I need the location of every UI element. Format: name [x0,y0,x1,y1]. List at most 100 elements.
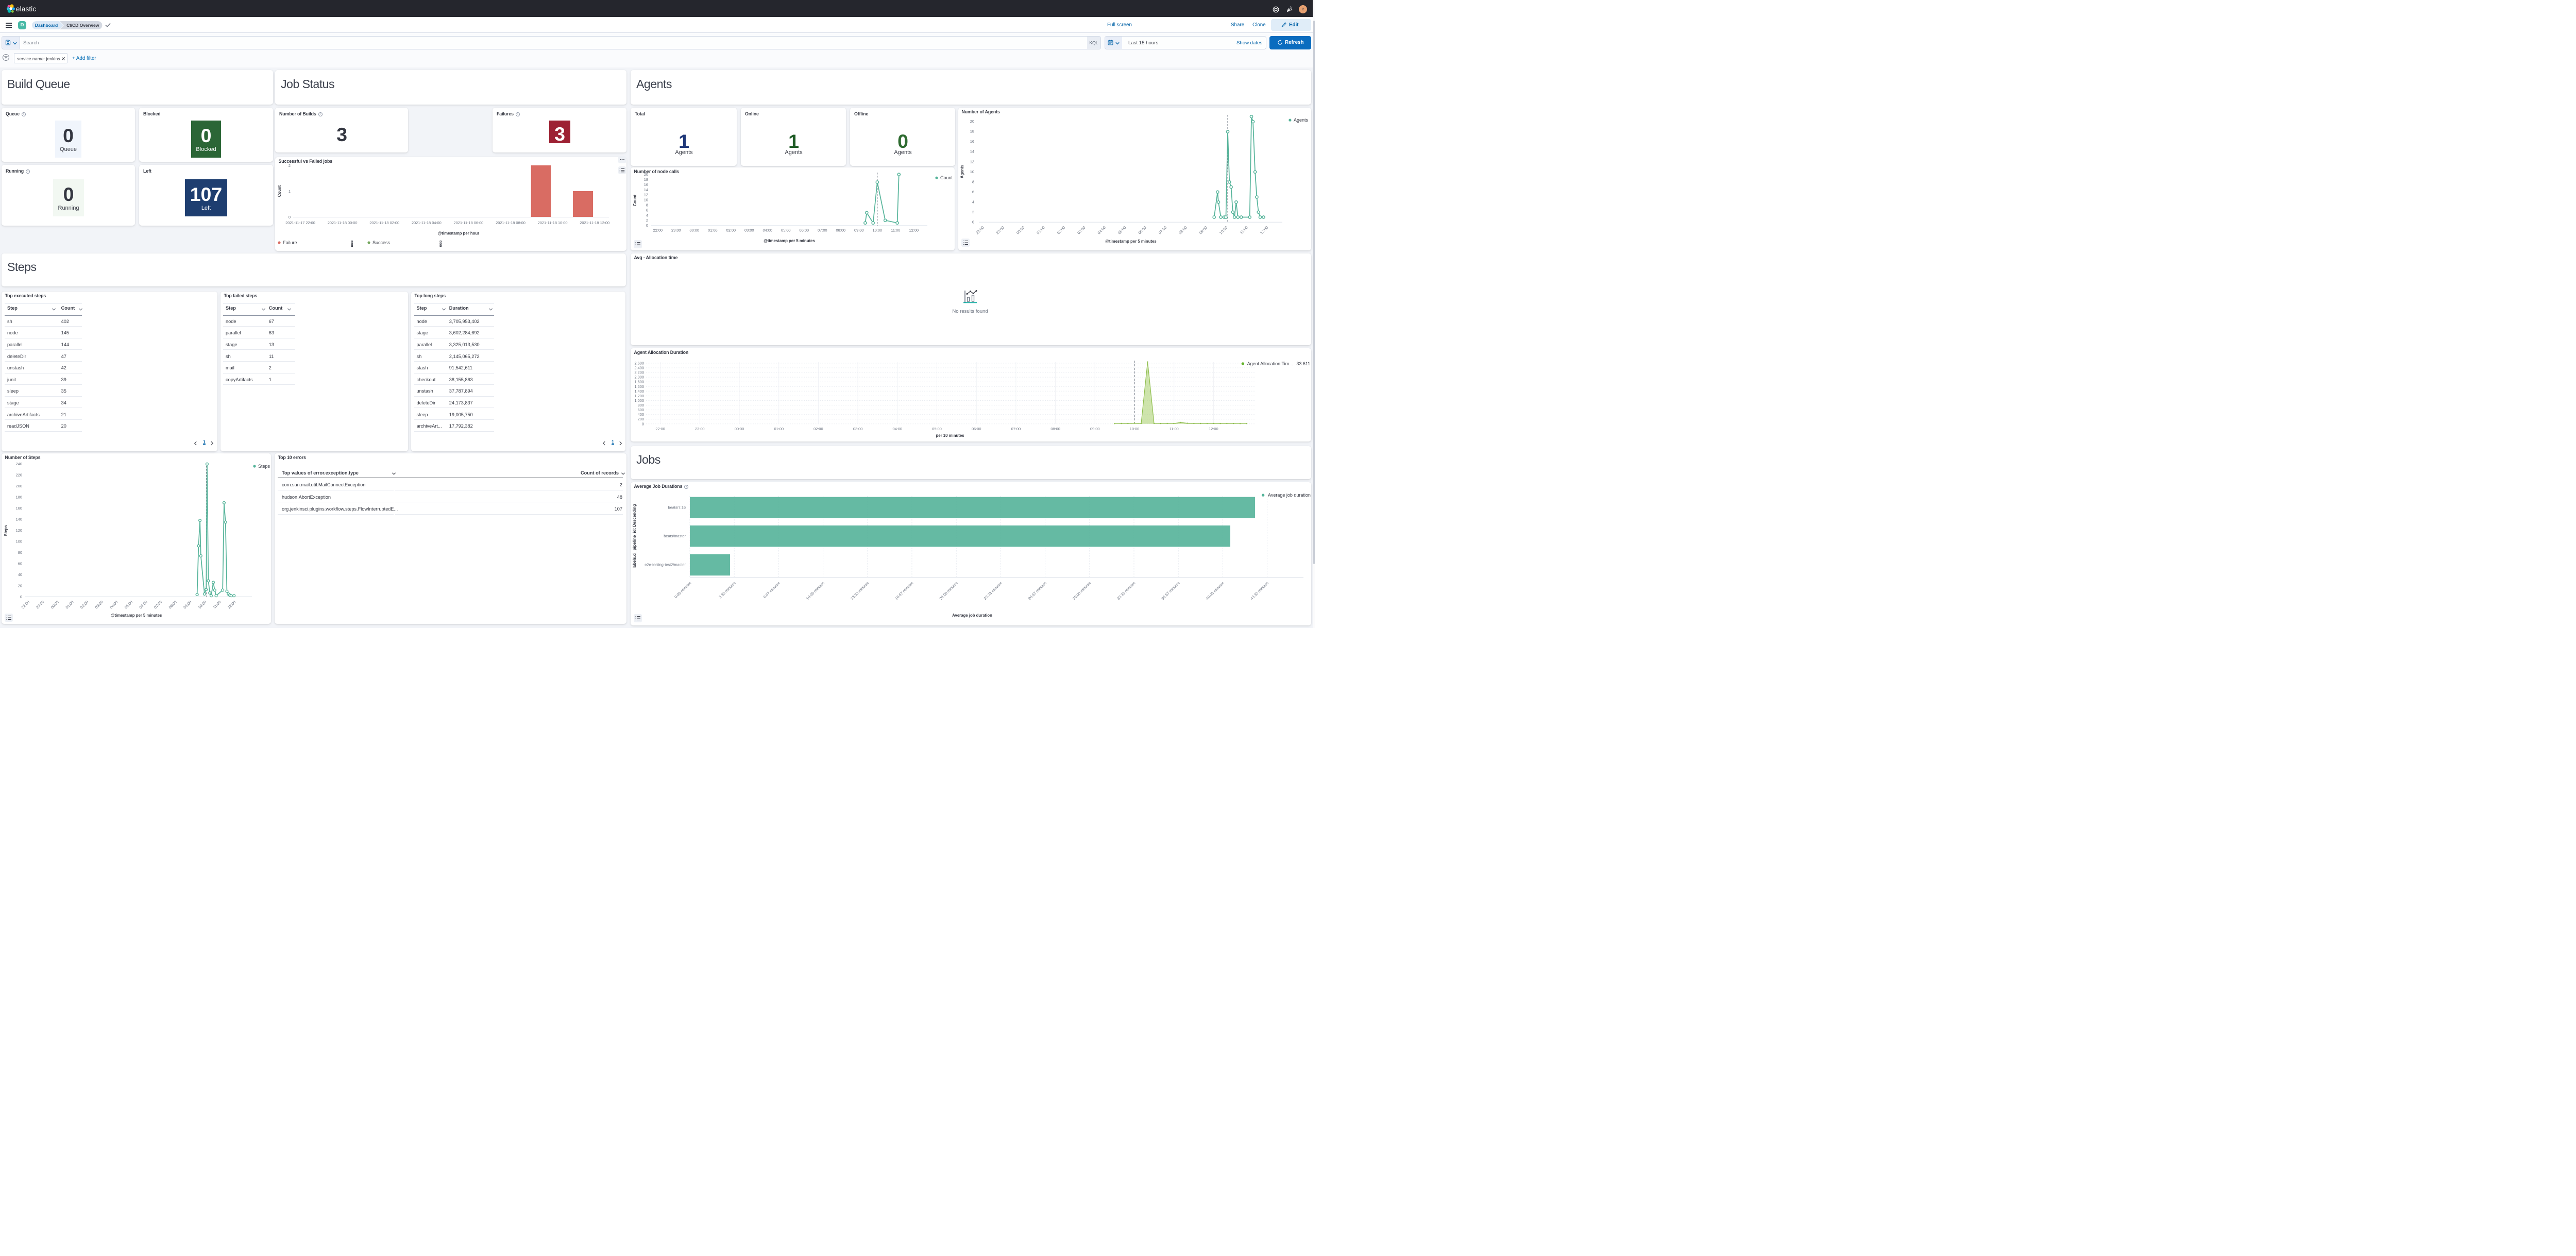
svg-text:Count: Count [940,175,953,180]
svg-text:04:00: 04:00 [893,427,903,431]
svg-text:10:00: 10:00 [197,600,207,609]
svg-text:04:00: 04:00 [1097,225,1107,235]
svg-text:14: 14 [970,149,974,154]
svg-text:6: 6 [646,208,648,212]
svg-text:Agents: Agents [1294,117,1309,123]
svg-text:07:00: 07:00 [1011,427,1021,431]
svg-text:00:00: 00:00 [690,228,700,233]
svg-text:80: 80 [18,550,22,555]
svg-text:36.67 minutes: 36.67 minutes [1160,581,1180,601]
svg-text:12: 12 [644,193,648,197]
svg-text:Agent Allocation Tim...: Agent Allocation Tim... [1247,361,1293,366]
svg-text:0: 0 [289,215,291,219]
svg-text:11:00: 11:00 [1239,225,1249,235]
svg-text:12:00: 12:00 [1259,225,1269,235]
svg-text:09:00: 09:00 [1198,225,1208,235]
svg-text:05:00: 05:00 [781,228,791,233]
svg-text:09:00: 09:00 [1090,427,1100,431]
svg-text:12:00: 12:00 [909,228,919,233]
svg-text:2021-11-18 00:00: 2021-11-18 00:00 [328,220,358,225]
svg-text:Agents: Agents [960,164,964,178]
svg-text:22:00: 22:00 [655,427,665,431]
svg-text:140: 140 [16,517,22,522]
svg-text:02:00: 02:00 [79,600,89,609]
svg-text:e2e-testing-test2/master: e2e-testing-test2/master [645,563,686,567]
svg-text:02:00: 02:00 [814,427,823,431]
svg-text:16: 16 [970,139,974,144]
svg-text:11:00: 11:00 [212,600,222,609]
svg-text:Count: Count [633,194,637,206]
svg-text:22:00: 22:00 [653,228,663,233]
svg-text:23.33 minutes: 23.33 minutes [983,581,1003,601]
svg-text:23:00: 23:00 [695,427,705,431]
svg-text:labels.ci_pipeline_id: Descend: labels.ci_pipeline_id: Descending [632,504,637,568]
svg-text:1,800: 1,800 [635,380,645,384]
svg-text:07:00: 07:00 [818,228,827,233]
svg-text:03:00: 03:00 [94,600,104,609]
svg-text:33.33 minutes: 33.33 minutes [1116,581,1136,601]
svg-text:2: 2 [972,210,974,214]
svg-text:40.00 minutes: 40.00 minutes [1205,581,1225,601]
svg-text:18: 18 [970,129,974,134]
svg-text:0: 0 [642,421,644,426]
svg-text:1,000: 1,000 [635,398,645,403]
svg-text:22:00: 22:00 [20,600,30,609]
svg-text:2: 2 [289,163,291,168]
svg-text:05:00: 05:00 [932,427,942,431]
svg-text:1: 1 [289,189,291,194]
svg-text:Average job duration: Average job duration [1268,493,1311,498]
svg-text:2,600: 2,600 [635,361,645,365]
svg-text:12:00: 12:00 [1209,427,1218,431]
svg-text:08:00: 08:00 [1050,427,1060,431]
svg-text:2021-11-18 02:00: 2021-11-18 02:00 [369,220,399,225]
svg-text:00:00: 00:00 [735,427,744,431]
svg-text:0: 0 [646,223,648,228]
svg-text:02:00: 02:00 [1056,225,1066,235]
svg-text:0: 0 [20,595,22,599]
svg-text:2021-11-18 06:00: 2021-11-18 06:00 [453,220,483,225]
svg-text:2021-11-18 10:00: 2021-11-18 10:00 [538,220,568,225]
svg-text:@timestamp per 5 minutes: @timestamp per 5 minutes [1105,239,1157,244]
svg-text:Failure: Failure [283,240,297,245]
svg-text:04:00: 04:00 [109,600,118,609]
svg-text:01:00: 01:00 [774,427,784,431]
svg-text:18: 18 [644,177,648,182]
svg-text:3.33 minutes: 3.33 minutes [718,581,737,600]
svg-text:200: 200 [16,484,22,488]
svg-text:03:00: 03:00 [744,228,754,233]
svg-text:20: 20 [644,172,648,177]
svg-text:2: 2 [646,218,648,223]
svg-text:01:00: 01:00 [64,600,74,609]
svg-text:00:00: 00:00 [1015,225,1025,235]
svg-text:22:00: 22:00 [975,225,985,235]
svg-text:0: 0 [972,219,974,224]
svg-text:6.67 minutes: 6.67 minutes [762,581,782,600]
svg-text:6: 6 [972,190,974,194]
svg-text:20.00 minutes: 20.00 minutes [938,581,958,601]
svg-text:600: 600 [638,408,644,412]
svg-text:2021-11-17 22:00: 2021-11-17 22:00 [285,220,315,225]
svg-text:07:00: 07:00 [153,600,163,609]
svg-text:13.33 minutes: 13.33 minutes [850,581,870,601]
svg-text:2021-11-18 08:00: 2021-11-18 08:00 [496,220,526,225]
svg-text:240: 240 [16,462,22,466]
svg-text:05:00: 05:00 [124,600,133,609]
svg-text:20: 20 [970,119,974,124]
svg-text:8: 8 [646,203,648,208]
svg-text:10: 10 [970,169,974,174]
svg-text:60: 60 [18,562,22,566]
svg-text:06:00: 06:00 [138,600,148,609]
svg-text:0.00 minutes: 0.00 minutes [673,581,692,600]
svg-text:1,600: 1,600 [635,384,645,389]
svg-text:10:00: 10:00 [1218,225,1228,235]
svg-text:08:00: 08:00 [1178,225,1188,235]
svg-text:08:00: 08:00 [167,600,177,609]
svg-text:8: 8 [972,179,974,184]
svg-text:05:00: 05:00 [1117,225,1127,235]
svg-text:Success: Success [372,240,391,245]
svg-text:12:00: 12:00 [227,600,236,609]
svg-text:400: 400 [638,412,644,417]
svg-text:06:00: 06:00 [972,427,981,431]
svg-text:2021-11-18 12:00: 2021-11-18 12:00 [580,220,609,225]
svg-text:@timestamp per 5 minutes: @timestamp per 5 minutes [111,613,162,618]
